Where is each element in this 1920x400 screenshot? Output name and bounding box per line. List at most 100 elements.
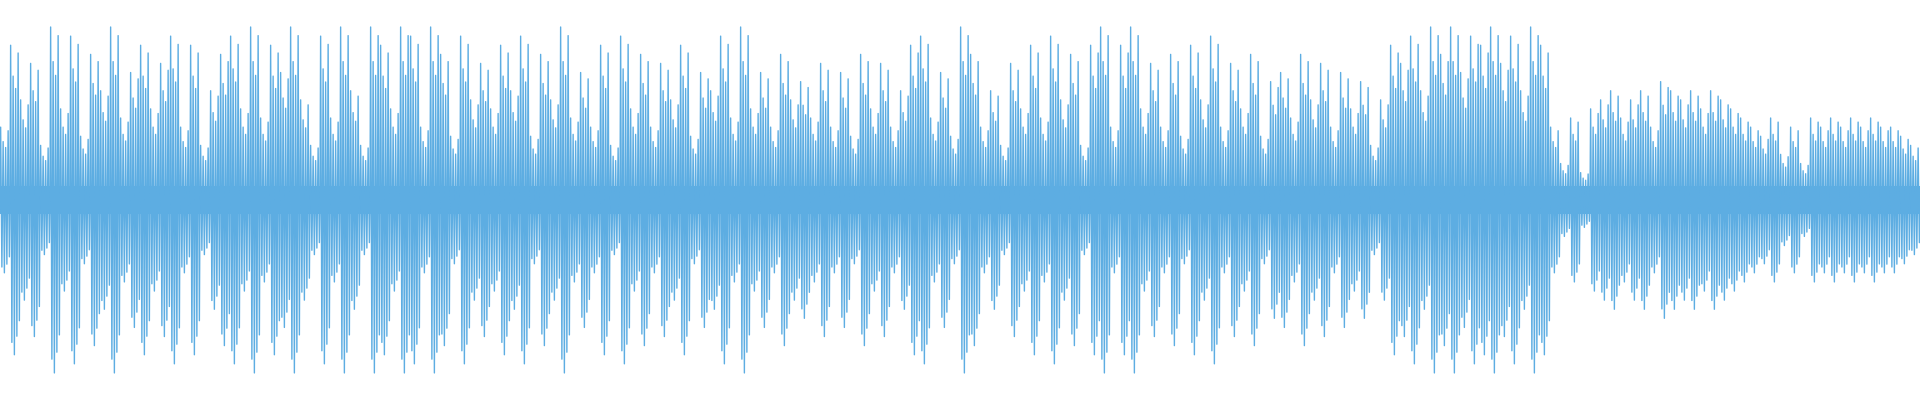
wave-segment (759, 71, 771, 329)
wave-segment (689, 135, 701, 265)
wave-segment (1789, 126, 1801, 274)
wave-segment (1299, 53, 1311, 347)
wave-segment (199, 144, 211, 256)
wave-segment (1549, 126, 1561, 274)
wave-segment (1779, 153, 1791, 247)
wave-segment (1059, 99, 1071, 301)
wave-segment (659, 62, 671, 338)
wave-segment (1079, 144, 1091, 256)
wave-segment (419, 126, 431, 274)
wave-segment (429, 26, 441, 374)
wave-segment (229, 35, 241, 365)
wave-segment (1029, 44, 1041, 356)
wave-segment (1209, 35, 1221, 365)
wave-segment (699, 71, 711, 329)
wave-segment (1649, 126, 1661, 274)
wave-segment (869, 108, 881, 292)
wave-segment (1249, 53, 1261, 347)
wave-segment (1849, 117, 1861, 283)
wave-segment (1069, 53, 1081, 347)
wave-segment (619, 35, 631, 365)
wave-segment (469, 99, 481, 301)
wave-segment (1879, 126, 1891, 274)
wave-segment (439, 53, 451, 347)
wave-segment (89, 53, 101, 347)
wave-segment (1429, 26, 1441, 374)
wave-segment (109, 26, 121, 374)
wave-segment (739, 26, 751, 374)
wave-segment (829, 126, 841, 274)
wave-segment (1339, 71, 1351, 329)
wave-segment (1089, 44, 1101, 356)
wave-segment (219, 53, 231, 347)
wave-segment (159, 62, 171, 338)
wave-segment (1019, 108, 1031, 292)
wave-segment (1199, 99, 1211, 301)
wave-segment (69, 35, 81, 365)
wave-segment (1519, 90, 1531, 310)
wave-segment (399, 26, 411, 374)
wave-segment (1719, 99, 1731, 301)
wave-segment (529, 135, 541, 265)
wave-segment (1359, 81, 1371, 319)
wave-segment (1139, 108, 1151, 292)
wave-segment (1039, 117, 1051, 283)
wave-segment (1309, 99, 1321, 301)
wave-segment (1899, 135, 1911, 265)
wave-segment (309, 144, 321, 256)
wave-segment (249, 26, 261, 374)
wave-segment (679, 44, 691, 356)
wave-segment (79, 135, 91, 265)
wave-segment (169, 35, 181, 365)
wave-segment (1759, 135, 1771, 265)
wave-segment (569, 117, 581, 283)
wave-segment (839, 71, 851, 329)
wave-segment (1259, 135, 1271, 265)
wave-segment (729, 117, 741, 283)
wave-segment (1469, 35, 1481, 365)
wave-segment (339, 26, 351, 374)
wave-segment (1589, 108, 1601, 292)
wave-segment (1799, 162, 1811, 238)
wave-segment (819, 62, 831, 338)
wave-segment (939, 71, 951, 329)
wave-segment (769, 126, 781, 274)
wave-segment (1739, 117, 1751, 283)
wave-segment (259, 117, 271, 283)
wave-segment (449, 135, 461, 265)
wave-segment (1579, 172, 1591, 228)
wave-segment (709, 90, 721, 310)
wave-segment (1829, 117, 1841, 283)
wave-segment (1509, 35, 1521, 365)
wave-segment (239, 108, 251, 292)
wave-segment (979, 126, 991, 274)
wave-segment (789, 99, 801, 301)
wave-segment (579, 71, 591, 329)
wave-segment (1629, 99, 1641, 301)
wave-segment (409, 35, 421, 365)
wave-segment (519, 35, 531, 365)
wave-segment (799, 81, 811, 319)
wave-segment (1769, 117, 1781, 283)
wave-segment (1709, 90, 1721, 310)
wave-segment (1819, 126, 1831, 274)
wave-segment (1679, 99, 1691, 301)
wave-segment (859, 53, 871, 347)
wave-segment (779, 53, 791, 347)
wave-segment (359, 144, 371, 256)
wave-segment (599, 44, 611, 356)
wave-segment (389, 108, 401, 292)
wave-segment (1379, 99, 1391, 301)
wave-segment (809, 117, 821, 283)
wave-segment (0, 126, 11, 274)
wave-segment (329, 117, 341, 283)
wave-segment (479, 62, 491, 338)
wave-segment (1129, 26, 1141, 374)
wave-segment (1369, 144, 1381, 256)
wave-segment (1619, 117, 1631, 283)
wave-segment (9, 44, 21, 356)
wave-segment (849, 135, 861, 265)
wave-segment (1329, 126, 1341, 274)
wave-segment (489, 108, 501, 292)
